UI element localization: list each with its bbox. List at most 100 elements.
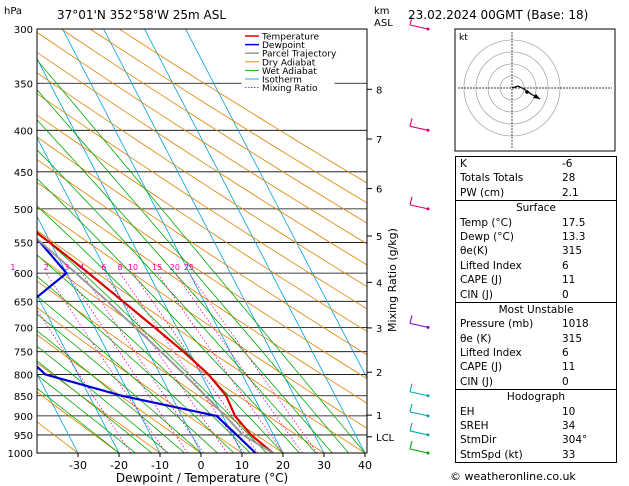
wind-barb-icon [409, 204, 429, 210]
wind-barb-feather-icon [409, 440, 413, 450]
dry-adiabat-140 [60, 29, 367, 224]
mixing-ratio-line-3 [66, 272, 188, 453]
legend-entry: Wet Adiabat [262, 67, 317, 77]
wind-barb-icon [409, 448, 429, 454]
mixing-ratio-line-6 [103, 272, 228, 453]
mixing-ratio-line-20 [174, 272, 303, 453]
wet-adiabat--12 [37, 360, 153, 453]
wind-barb-feather-icon [409, 383, 413, 392]
temperature-tick-label: -10 [151, 459, 169, 472]
km-tick-label: 4 [376, 278, 382, 289]
wind-barb-base-icon [426, 207, 430, 211]
wind-barb-feather-icon [409, 16, 413, 26]
temperature-tick-label: 40 [358, 459, 372, 472]
most-unstable-title: Most Unstable [498, 303, 574, 316]
wet-adiabat--16 [37, 374, 136, 453]
hodograph-unit: kt [459, 33, 468, 43]
profile-parcel-trajectory [37, 237, 274, 453]
mixing-ratio-labels: 1 2 3 4 6 8 10 15 20 25 [10, 263, 194, 272]
temperature-tick-label: 10 [235, 459, 249, 472]
legend-entry: Mixing Ratio [262, 84, 318, 94]
surface-theta-row: θe(K) 315 [460, 245, 583, 258]
temperature-tick-label: 0 [198, 459, 205, 472]
mixing-ratio-label: 8 [118, 263, 123, 272]
hodograph-trace [511, 85, 541, 100]
pressure-tick-label: 750 [14, 348, 33, 359]
dry-adiabat-10 [37, 307, 243, 453]
wet-adiabat-16 [37, 231, 267, 453]
mixing-ratio-line-8 [119, 272, 245, 453]
dry-adiabat--20 [37, 391, 120, 453]
wind-barbs [409, 16, 430, 455]
isotherm--30 [37, 373, 79, 453]
isotherm--10 [37, 215, 161, 453]
temperature-tick-label: -30 [69, 459, 87, 472]
surface-title: Surface [515, 202, 556, 215]
km-tick-label: 5 [376, 232, 382, 243]
pressure-tick-label: 500 [14, 205, 33, 216]
km-tick-label: 7 [376, 135, 382, 146]
wind-barb-base-icon [426, 451, 430, 455]
surface-cape-row: CAPE (J) 11 [460, 274, 576, 287]
km-tick-label: 8 [376, 85, 382, 96]
wind-barb-base-icon [426, 325, 430, 329]
dry-adiabat-90 [37, 114, 367, 333]
wet-adiabat-36 [37, 89, 349, 453]
hodograph: kt [454, 28, 616, 152]
wind-barb-icon [409, 125, 429, 131]
dry-adiabat--10 [37, 362, 161, 453]
mixing-ratio-label: 25 [184, 263, 194, 272]
wind-barb-icon [409, 24, 429, 30]
km-tick-label: 6 [376, 185, 382, 196]
wet-adiabat--20 [37, 387, 120, 453]
legend-entry: Isotherm [262, 76, 302, 86]
legend-entry: Dry Adiabat [262, 58, 316, 68]
pressure-tick-label: 600 [14, 269, 33, 280]
pressure-tick-label: 800 [14, 370, 33, 381]
hodograph-frame [454, 28, 616, 152]
wind-barb-base-icon [426, 128, 430, 132]
wind-barb-icon [409, 411, 429, 417]
eh-row: EH 10 [460, 405, 576, 418]
dry-adiabat-100 [37, 93, 367, 310]
wind-barb-base-icon [426, 414, 430, 418]
km-axis: 8 7 6 5 4 3 2 1 LCL [367, 85, 395, 444]
wind-barb-feather-icon [409, 422, 413, 432]
dry-adiabat-160 [118, 29, 367, 184]
mixing-ratio-label: 1 [10, 263, 15, 272]
plot-lines [37, 29, 367, 453]
mu-cin-row: CIN (J) 0 [460, 375, 569, 388]
storm-direction-row: StmDir 304° [460, 434, 588, 447]
wet-adiabat--8 [37, 345, 169, 453]
mixing-ratio-label: 10 [128, 263, 138, 272]
surface-temp-row: Temp (°C) 17.5 [460, 216, 586, 229]
sreh-row: SREH 34 [460, 420, 576, 433]
hodograph-arrow-icon [533, 94, 540, 99]
km-tick-label: LCL [376, 433, 395, 444]
pressure-tick-label: 850 [14, 392, 33, 403]
isotherm-0 [37, 136, 202, 453]
mixing-ratio-axis-label: Mixing Ratio (g/kg) [386, 228, 399, 332]
legend-entry: Temperature [261, 33, 319, 43]
location-label: 37°01'N 352°58'W 25m ASL [57, 8, 226, 22]
wind-barb-base-icon [426, 27, 430, 31]
pressure-tick-label: 650 [14, 297, 33, 308]
isotherm-10 [37, 57, 243, 453]
wet-adiabat-24 [37, 178, 300, 453]
dry-adiabat-40 [37, 229, 366, 453]
wind-barb-feather-icon [409, 315, 413, 324]
legend-entry: Dewpoint [262, 41, 305, 51]
plot-frame [36, 28, 368, 454]
mixing-ratio-label: 6 [101, 263, 106, 272]
wet-adiabat-0 [37, 313, 202, 453]
wet-adiabat-4 [37, 295, 218, 453]
mixing-ratio-label: 3 [64, 263, 69, 272]
km-tick-label: 1 [376, 411, 382, 422]
mu-theta-row: θe (K) 315 [460, 332, 583, 345]
wet-adiabat-12 [37, 254, 251, 453]
copyright-footer[interactable]: © weatheronline.co.uk [450, 470, 576, 483]
pressure-tick-label: 950 [14, 431, 33, 442]
pressure-tick-label: 350 [14, 79, 33, 90]
pressure-tick-label: 300 [14, 25, 33, 36]
